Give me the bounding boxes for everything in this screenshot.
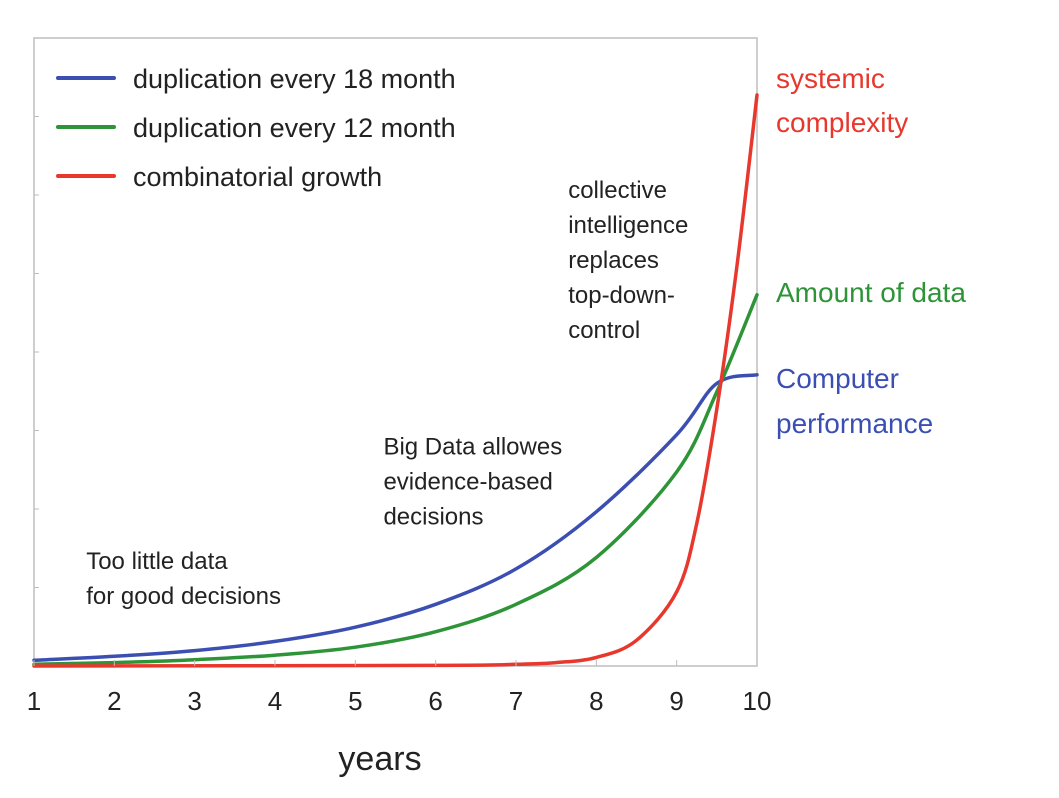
x-tick-label: 3 [187,686,201,716]
series-line-0 [32,373,759,663]
series-line-2 [32,93,759,668]
end-label-2: complexity [776,107,908,138]
legend-label-1: duplication every 12 month [133,113,456,143]
x-axis-label: years [338,740,421,778]
annotation-line: intelligence [568,212,688,239]
x-tick-label: 4 [268,686,282,716]
x-tick-label: 5 [348,686,362,716]
annotation-line: decisions [383,504,483,531]
annotation-line: for good decisions [86,583,281,610]
end-label-0: Computer [776,363,899,394]
annotation-line: collective [568,177,667,204]
x-tick-label: 1 [27,686,41,716]
annotation-line: Big Data allowes [383,434,562,461]
annotation-2: collective intelligence replaces top-down-c… [568,177,688,344]
annotation-line: replaces [568,247,659,274]
annotation-1: Big Data allowes evidence-based decisions [383,434,562,531]
x-tick-label: 9 [669,686,683,716]
x-tick-label: 7 [509,686,523,716]
annotation-line: evidence-based [383,469,552,496]
annotation-line: control [568,317,640,344]
end-label-1: Amount of data [776,277,966,308]
x-tick-label: 8 [589,686,603,716]
legend-label-2: combinatorial growth [133,162,382,192]
series-line-1 [32,293,759,667]
x-tick-label: 10 [743,686,772,716]
annotation-line: top-down- [568,282,675,309]
x-tick-label: 2 [107,686,121,716]
annotation-0: Too little data for good decisions [86,548,281,610]
legend-label-0: duplication every 18 month [133,64,456,94]
end-label-0: performance [776,408,933,439]
end-label-2: systemic [776,63,885,94]
x-tick-label: 6 [428,686,442,716]
annotation-line: Too little data [86,548,228,575]
